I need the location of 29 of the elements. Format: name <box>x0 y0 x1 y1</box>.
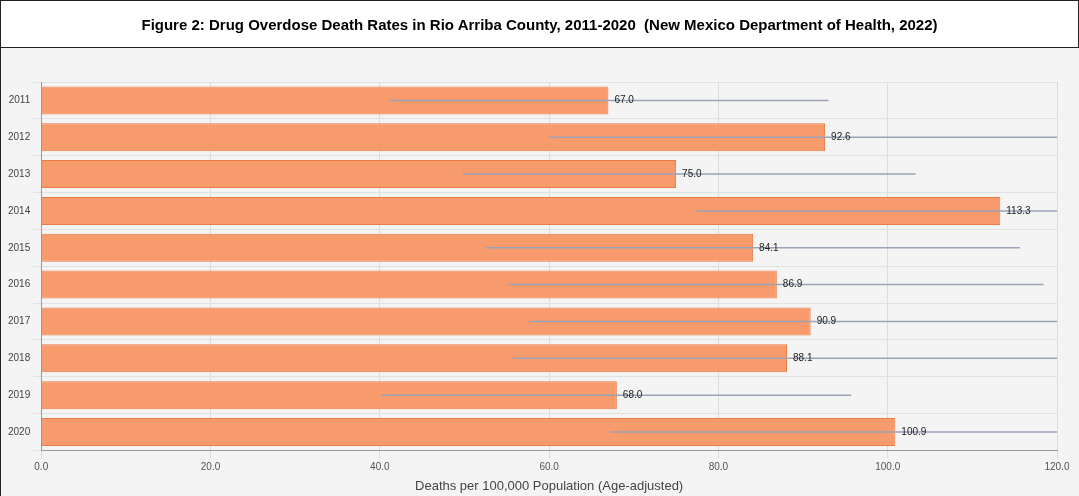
y-tick-label: 2014 <box>8 204 31 216</box>
y-tick-label: 2012 <box>8 131 31 143</box>
x-axis-title: Deaths per 100,000 Population (Age-adjusted) <box>415 477 684 493</box>
x-tick-label: 0.0 <box>34 461 49 473</box>
y-tick-label: 2016 <box>8 278 31 290</box>
x-tick-label: 60.0 <box>539 461 560 473</box>
data-label: 100.9 <box>901 425 927 437</box>
y-tick-label: 2019 <box>8 388 31 400</box>
y-tick-label: 2015 <box>8 241 31 253</box>
data-label: 84.1 <box>759 241 780 253</box>
data-label: 68.0 <box>622 388 643 400</box>
y-tick-label: 2020 <box>8 425 31 437</box>
y-tick-label: 2011 <box>8 94 31 106</box>
data-label: 75.0 <box>682 167 702 179</box>
data-label: 92.6 <box>831 131 851 143</box>
data-label: 86.9 <box>782 278 803 290</box>
y-tick-label: 2017 <box>8 315 31 327</box>
chart-title: Figure 2: Drug Overdose Death Rates in Rio Arriba County, 2011-2020 (New Mexico Department of Health, 2022) <box>0 0 1079 48</box>
data-label: 113.3 <box>1006 204 1032 216</box>
data-label: 88.1 <box>792 352 813 364</box>
x-tick-label: 100.0 <box>875 461 901 473</box>
data-label: 67.0 <box>614 94 635 106</box>
y-tick-label: 2013 <box>8 167 31 179</box>
x-tick-label: 80.0 <box>708 461 729 473</box>
y-tick-label: 2018 <box>8 352 31 364</box>
data-label: 90.9 <box>816 315 837 327</box>
x-tick-label: 120.0 <box>1044 461 1070 473</box>
x-tick-label: 40.0 <box>370 461 390 473</box>
x-tick-label: 20.0 <box>200 461 221 473</box>
